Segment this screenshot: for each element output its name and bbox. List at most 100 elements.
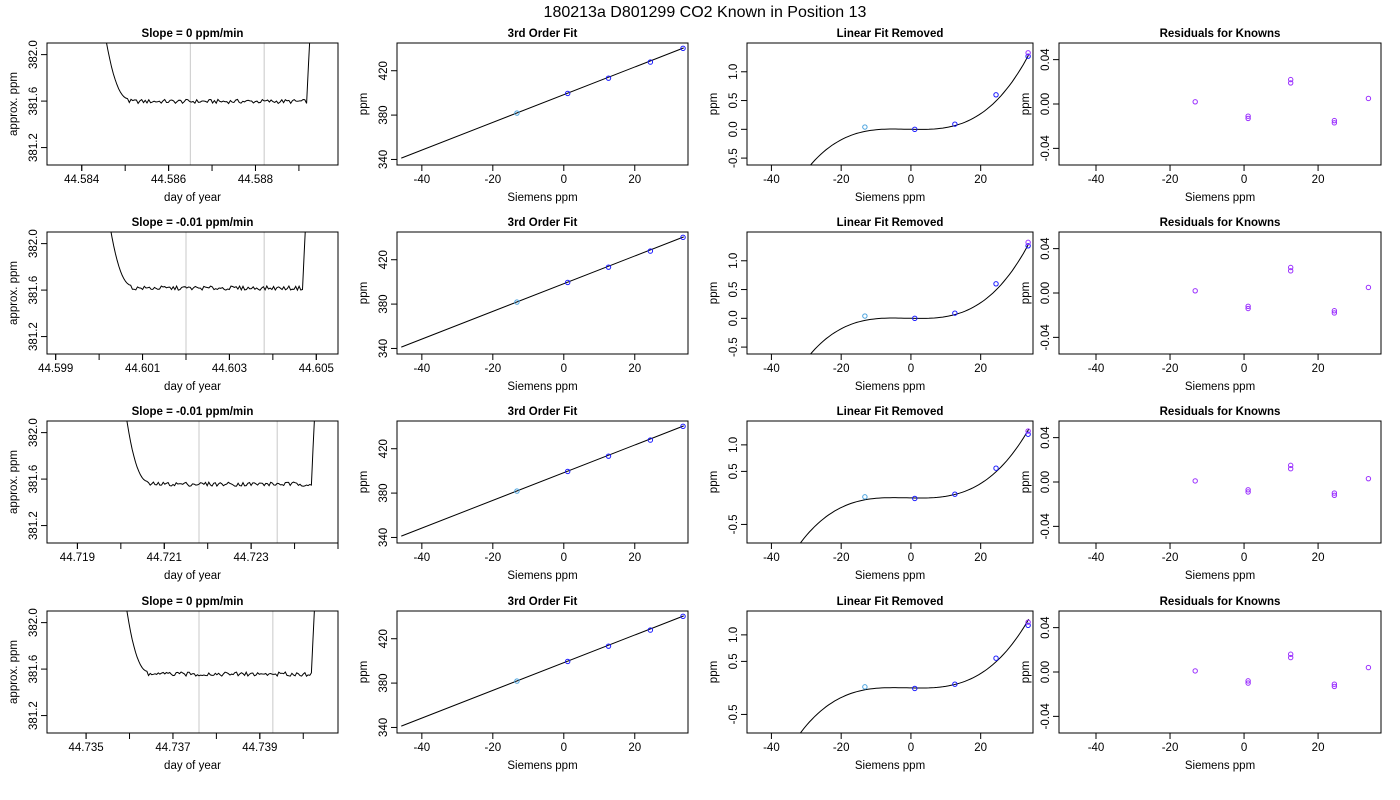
panel-r2-c4: Residuals for Knowns -40 -20 0 20 -0.04 0.00 0.… — [1020, 217, 1382, 393]
data-point — [912, 495, 918, 502]
y-axis-label: ppm — [1020, 282, 1032, 304]
plot-frame — [46, 610, 339, 734]
cubic-curve — [809, 54, 1030, 165]
data-point — [1331, 120, 1338, 126]
x-tick-label: -40 — [763, 552, 780, 564]
panel-title: Linear Fit Removed — [837, 28, 944, 40]
data-point — [680, 613, 686, 620]
y-tick-label: 0.5 — [728, 282, 740, 298]
data-point — [647, 59, 654, 65]
co2-trace-line — [126, 611, 315, 677]
y-tick-label: 0.00 — [1040, 661, 1052, 683]
y-axis-label: approx. ppm — [8, 72, 20, 136]
x-tick-label: 44.599 — [38, 363, 73, 375]
data-point — [1287, 654, 1294, 661]
plot-frame — [396, 420, 689, 544]
panel-r2-c1: Slope = -0.01 ppm/min 44.599 44.601 44.603 4… — [8, 217, 339, 393]
data-point — [1192, 478, 1198, 484]
x-tick-label: -40 — [763, 174, 780, 186]
x-tick-label: 0 — [1241, 363, 1247, 375]
x-tick-label: -40 — [1088, 552, 1105, 564]
x-tick-label: 20 — [1312, 363, 1325, 375]
x-axis-label: day of year — [164, 192, 221, 204]
plot-area — [110, 232, 306, 354]
y-tick-label: 340 — [378, 528, 390, 547]
panel-title: Linear Fit Removed — [837, 406, 944, 418]
y-tick-label: 382.0 — [28, 229, 40, 258]
data-point — [1245, 303, 1251, 310]
plot-area — [106, 43, 311, 165]
data-point — [1025, 239, 1031, 246]
panel-title: Linear Fit Removed — [837, 596, 944, 608]
co2-trace-line — [106, 43, 311, 105]
plot-frame — [746, 231, 1034, 355]
data-point — [1245, 678, 1251, 684]
y-tick-label: 0.00 — [1040, 282, 1052, 304]
x-tick-label: 20 — [1312, 552, 1325, 564]
data-point — [862, 313, 868, 319]
y-axis-label: ppm — [1020, 471, 1032, 493]
y-tick-label: -0.5 — [728, 705, 740, 725]
x-tick-label: -20 — [833, 742, 850, 754]
data-point — [647, 627, 654, 633]
y-tick-label: -0.04 — [1040, 135, 1052, 162]
x-tick-label: 0 — [1241, 742, 1247, 754]
panel-title: 3rd Order Fit — [508, 28, 578, 40]
x-tick-label: 44.723 — [234, 552, 269, 564]
data-point — [1025, 619, 1031, 625]
data-point — [514, 678, 520, 684]
y-tick-label: 0.0 — [728, 121, 740, 137]
x-tick-label: -40 — [763, 742, 780, 754]
x-axis-label: day of year — [164, 381, 221, 393]
data-point — [1365, 284, 1372, 291]
x-tick-label: -20 — [1162, 742, 1179, 754]
data-point — [564, 90, 571, 97]
panel-title: Residuals for Knowns — [1160, 406, 1281, 418]
data-point — [952, 310, 958, 316]
data-point — [1025, 243, 1031, 249]
cubic-curve — [799, 618, 1030, 733]
y-tick-label: 0.04 — [1040, 616, 1052, 639]
panel-r4-c2: 3rd Order Fit -40 -20 0 20 340 380 420 Siemens p… — [358, 596, 689, 772]
y-tick-label: 381.6 — [28, 655, 40, 684]
x-tick-label: -40 — [414, 363, 431, 375]
x-tick-label: 44.586 — [151, 174, 186, 186]
y-axis-label: approx. ppm — [8, 450, 20, 514]
data-point — [680, 423, 686, 430]
plot-area — [1192, 651, 1372, 690]
x-tick-label: -20 — [485, 742, 502, 754]
data-point — [952, 681, 958, 687]
data-point — [605, 643, 612, 649]
panel-title: Residuals for Knowns — [1160, 28, 1281, 40]
data-point — [564, 658, 571, 665]
plot-frame — [1058, 420, 1382, 544]
x-tick-label: -20 — [485, 363, 502, 375]
panel-title: Residuals for Knowns — [1160, 217, 1281, 229]
x-axis-label: Siemens ppm — [507, 192, 577, 204]
x-tick-label: 20 — [628, 552, 641, 564]
panel-title: Slope = -0.01 ppm/min — [132, 406, 254, 418]
y-tick-label: 420 — [378, 61, 390, 80]
x-tick-label: 44.584 — [64, 174, 100, 186]
x-tick-label: 44.739 — [242, 742, 277, 754]
plot-frame — [396, 610, 689, 734]
x-axis-label: Siemens ppm — [507, 760, 577, 772]
x-tick-label: -20 — [833, 174, 850, 186]
x-tick-label: 20 — [628, 174, 641, 186]
data-point — [1287, 264, 1294, 271]
x-tick-label: 44.737 — [155, 742, 190, 754]
x-axis-label: Siemens ppm — [507, 381, 577, 393]
y-tick-label: 380 — [378, 105, 390, 124]
y-axis-label: approx. ppm — [8, 640, 20, 704]
y-tick-label: 381.2 — [28, 701, 40, 730]
x-axis-label: day of year — [164, 570, 221, 582]
data-point — [1192, 288, 1198, 294]
y-tick-label: -0.5 — [728, 337, 740, 357]
data-point — [1245, 489, 1251, 495]
fit-line — [401, 236, 684, 348]
y-tick-label: 1.0 — [728, 253, 740, 269]
data-point — [912, 315, 918, 322]
x-tick-label: 20 — [628, 742, 641, 754]
fit-line — [401, 615, 684, 727]
x-tick-label: 0 — [908, 552, 914, 564]
